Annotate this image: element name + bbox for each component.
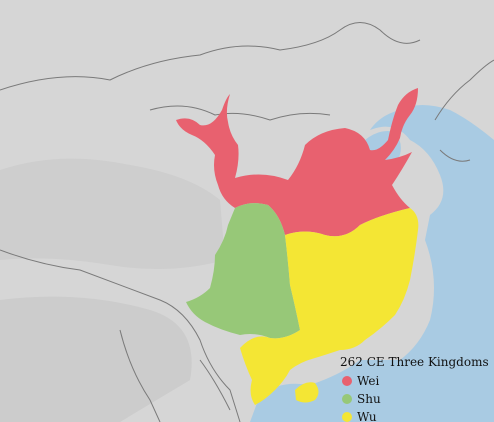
sea-east	[370, 105, 494, 360]
region-shu	[186, 203, 300, 339]
legend-title: 262 CE Three Kingdoms	[340, 355, 489, 369]
legend-dot-shu	[342, 394, 352, 404]
legend-items: Wei Shu Wu	[340, 372, 489, 422]
region-wei	[176, 88, 418, 237]
map-legend: 262 CE Three Kingdoms Wei Shu Wu	[340, 354, 489, 422]
modern-borders	[0, 22, 494, 422]
legend-label-wu: Wu	[357, 410, 377, 422]
legend-item-shu: Shu	[340, 390, 489, 408]
plateau-shade	[0, 158, 225, 269]
legend-item-wu: Wu	[340, 408, 489, 422]
legend-item-wei: Wei	[340, 372, 489, 390]
legend-dot-wu	[342, 412, 352, 422]
legend-dot-wei	[342, 376, 352, 386]
legend-label-shu: Shu	[357, 392, 381, 406]
sea-south	[250, 360, 494, 422]
legend-label-wei: Wei	[357, 374, 380, 388]
region-wu-island	[295, 382, 319, 403]
region-wu	[240, 208, 419, 405]
